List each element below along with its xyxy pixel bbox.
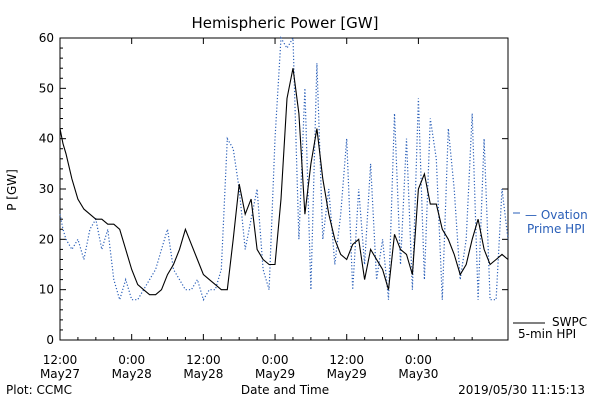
- y-tick-label: 30: [39, 182, 54, 196]
- y-tick-label: 0: [46, 333, 54, 347]
- x-tick-date: May30: [398, 367, 438, 381]
- x-tick-date: May28: [183, 367, 223, 381]
- legend-swpc-line2: 5-min HPI: [518, 327, 576, 341]
- x-axis: 12:00May270:00May2812:00May280:00May2912…: [40, 38, 509, 381]
- x-axis-label: Date and Time: [241, 383, 329, 397]
- plot-credit: Plot: CCMC: [6, 383, 72, 397]
- plot-timestamp: 2019/05/30 11:15:13: [458, 383, 585, 397]
- plot-area: [59, 37, 509, 341]
- x-tick-date: May29: [255, 367, 295, 381]
- legend-ovation-line2: Prime HPI: [527, 222, 585, 236]
- chart-title: Hemispheric Power [GW]: [192, 14, 379, 32]
- series-ovation-line: [59, 35, 509, 302]
- x-tick-time: 0:00: [405, 353, 432, 367]
- y-tick-label: 60: [39, 31, 54, 45]
- x-tick-time: 12:00: [43, 353, 78, 367]
- plot-frame: [59, 37, 509, 341]
- x-tick-time: 0:00: [118, 353, 145, 367]
- x-tick-time: 12:00: [329, 353, 364, 367]
- legend-ovation-line1: — Ovation: [525, 208, 588, 222]
- legend-swpc-line1: SWPC: [552, 315, 587, 329]
- y-tick-label: 40: [39, 132, 54, 146]
- x-tick-time: 12:00: [186, 353, 221, 367]
- y-tick-label: 50: [39, 81, 54, 95]
- x-tick-date: May27: [40, 367, 80, 381]
- series-layer: [59, 35, 509, 302]
- y-tick-label: 20: [39, 232, 54, 246]
- y-tick-label: 10: [39, 283, 54, 297]
- series-swpc-line: [59, 68, 509, 296]
- y-axis-label: P [GW]: [5, 169, 19, 211]
- x-tick-time: 0:00: [262, 353, 289, 367]
- x-tick-date: May29: [327, 367, 367, 381]
- y-axis: 0 10 20 30 40 50 60: [39, 31, 508, 347]
- x-tick-date: May28: [112, 367, 152, 381]
